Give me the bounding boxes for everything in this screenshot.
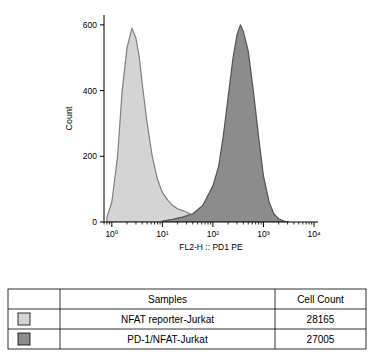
- y-tick-label: 0: [92, 217, 97, 227]
- histogram-area: [107, 28, 219, 222]
- x-tick: [111, 222, 112, 227]
- y-tick-label: 600: [83, 20, 97, 30]
- x-minor-tick: [104, 222, 105, 225]
- legend-swatch: [18, 313, 30, 325]
- x-minor-tick: [205, 222, 206, 225]
- table-col-line: [275, 289, 276, 349]
- y-tick: [100, 24, 104, 25]
- x-minor-tick: [210, 222, 211, 225]
- x-minor-tick: [243, 222, 244, 225]
- x-tick-label: 10³: [257, 229, 269, 239]
- x-minor-tick: [177, 222, 178, 225]
- x-minor-tick: [261, 222, 262, 225]
- x-minor-tick: [197, 222, 198, 225]
- x-minor-tick: [208, 222, 209, 225]
- y-tick: [100, 222, 104, 223]
- x-minor-tick: [127, 222, 128, 225]
- y-tick: [100, 156, 104, 157]
- x-minor-tick: [309, 222, 310, 225]
- x-minor-tick: [154, 222, 155, 225]
- legend-name: NFAT reporter-Jurkat: [121, 314, 214, 325]
- chart: 0 200 400 60010⁰ 10¹ 10² 10³ 10⁴FL2-H :: PD1 PE…: [0, 0, 374, 352]
- x-minor-tick: [287, 222, 288, 225]
- cell-count: 27005: [307, 334, 335, 345]
- plot-area: [107, 25, 289, 222]
- x-tick-label: 10¹: [156, 229, 168, 239]
- x-axis-label: FL2-H :: PD1 PE: [179, 242, 243, 252]
- legend-table: Samples Cell Count NFAT reporter-Jurkat 281…: [8, 289, 366, 349]
- legend-swatch: [18, 333, 30, 345]
- x-minor-tick: [109, 222, 110, 225]
- y-axis-line: [104, 15, 105, 222]
- x-minor-tick: [147, 222, 148, 225]
- table-header: Samples: [148, 294, 187, 305]
- y-axis-label: Count: [64, 106, 74, 131]
- x-minor-tick: [248, 222, 249, 225]
- x-tick: [212, 222, 213, 227]
- x-tick-label: 10⁰: [105, 229, 118, 239]
- x-minor-tick: [258, 222, 259, 225]
- x-tick-label: 10²: [207, 229, 219, 239]
- x-minor-tick: [201, 222, 202, 225]
- cell-count: 28165: [307, 314, 335, 325]
- legend-name: PD-1/NFAT-Jurkat: [127, 334, 208, 345]
- table-row-line: [8, 309, 366, 310]
- x-minor-tick: [135, 222, 136, 225]
- x-tick-label: 10⁴: [307, 229, 320, 239]
- y-tick-label: 200: [83, 151, 97, 161]
- x-minor-tick: [293, 222, 294, 225]
- table-border: [8, 289, 366, 349]
- x-minor-tick: [298, 222, 299, 225]
- x-minor-tick: [255, 222, 256, 225]
- x-minor-tick: [252, 222, 253, 225]
- histogram-area: [162, 25, 289, 222]
- x-minor-tick: [157, 222, 158, 225]
- x-minor-tick: [237, 222, 238, 225]
- x-tick: [263, 222, 264, 227]
- table-row-line: [8, 329, 366, 330]
- x-minor-tick: [160, 222, 161, 225]
- x-minor-tick: [228, 222, 229, 225]
- x-minor-tick: [186, 222, 187, 225]
- x-minor-tick: [278, 222, 279, 225]
- x-minor-tick: [306, 222, 307, 225]
- x-tick: [162, 222, 163, 227]
- x-minor-tick: [192, 222, 193, 225]
- x-minor-tick: [142, 222, 143, 225]
- x-minor-tick: [311, 222, 312, 225]
- x-minor-tick: [106, 222, 107, 225]
- x-minor-tick: [151, 222, 152, 225]
- y-tick: [100, 90, 104, 91]
- y-tick-label: 400: [83, 86, 97, 96]
- x-minor-tick: [302, 222, 303, 225]
- table-header: Cell Count: [297, 294, 344, 305]
- x-tick: [313, 222, 314, 227]
- table-col-line: [60, 289, 61, 349]
